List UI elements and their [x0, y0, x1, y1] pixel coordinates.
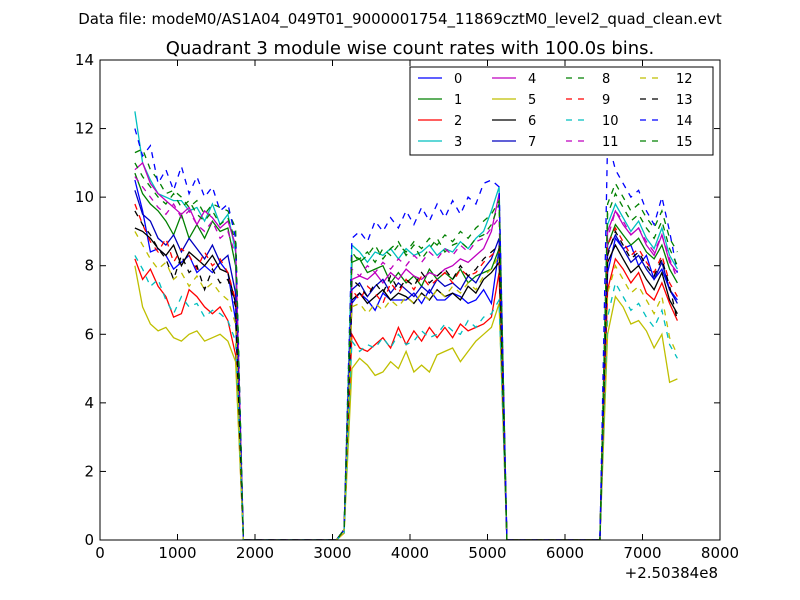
- series-line-3: [134, 111, 678, 540]
- legend-label-0: 0: [454, 72, 462, 87]
- legend-label-10: 10: [602, 114, 619, 129]
- legend-label-5: 5: [528, 93, 536, 108]
- x-offset-label: +2.50384e8: [625, 564, 718, 582]
- series-line-14: [134, 128, 679, 540]
- x-tick-label: 2000: [236, 544, 274, 562]
- series-line-12: [134, 231, 678, 540]
- legend-label-9: 9: [602, 93, 610, 108]
- series-line-5: [134, 265, 678, 540]
- legend-label-15: 15: [676, 135, 693, 150]
- y-tick-label: 8: [84, 257, 94, 275]
- x-tick-label: 4000: [391, 544, 429, 562]
- y-tick-label: 4: [84, 394, 94, 412]
- x-tick-label: 3000: [313, 544, 351, 562]
- legend-label-14: 14: [676, 114, 693, 129]
- legend-label-12: 12: [676, 72, 693, 87]
- series-layer: [134, 111, 679, 540]
- legend-label-2: 2: [454, 114, 462, 129]
- y-tick-label: 14: [75, 51, 94, 69]
- x-tick-label: 5000: [468, 544, 506, 562]
- plot-frame: [99, 59, 721, 541]
- legend-label-1: 1: [454, 93, 462, 108]
- legend-label-11: 11: [602, 135, 619, 150]
- axis-ticks: 0 1000 2000 3000 4000 5000 6000 7000 80000246810…: [75, 51, 739, 562]
- y-tick-label: 12: [75, 120, 94, 138]
- series-line-11: [134, 176, 679, 540]
- series-line-10: [134, 255, 678, 540]
- legend-label-4: 4: [528, 72, 536, 87]
- series-line-8: [134, 148, 678, 540]
- series-line-4: [134, 161, 678, 540]
- y-tick-label: 0: [84, 531, 94, 549]
- legend-label-13: 13: [676, 93, 693, 108]
- series-line-15: [134, 162, 678, 540]
- series-line-1: [134, 172, 678, 540]
- legend-label-3: 3: [454, 135, 462, 150]
- legend-label-7: 7: [528, 135, 536, 150]
- x-tick-label: 1000: [158, 544, 196, 562]
- series-line-9: [134, 203, 678, 540]
- series-line-6: [134, 227, 678, 540]
- legend-frame: [409, 66, 714, 156]
- x-tick-label: 8000: [701, 544, 739, 562]
- x-tick-label: 6000: [546, 544, 584, 562]
- legend-label-6: 6: [528, 114, 536, 129]
- y-tick-label: 10: [75, 188, 94, 206]
- legend-label-8: 8: [602, 72, 610, 87]
- y-tick-label: 6: [84, 325, 94, 343]
- series-line-7: [134, 190, 678, 540]
- figure-suptitle: Data file: modeM0/AS1A04_049T01_90000017…: [78, 10, 722, 29]
- chart-title: Quadrant 3 module wise count rates with …: [166, 38, 655, 59]
- x-tick-label: 7000: [623, 544, 661, 562]
- y-tick-label: 2: [84, 462, 94, 480]
- x-tick-label: 0: [95, 544, 105, 562]
